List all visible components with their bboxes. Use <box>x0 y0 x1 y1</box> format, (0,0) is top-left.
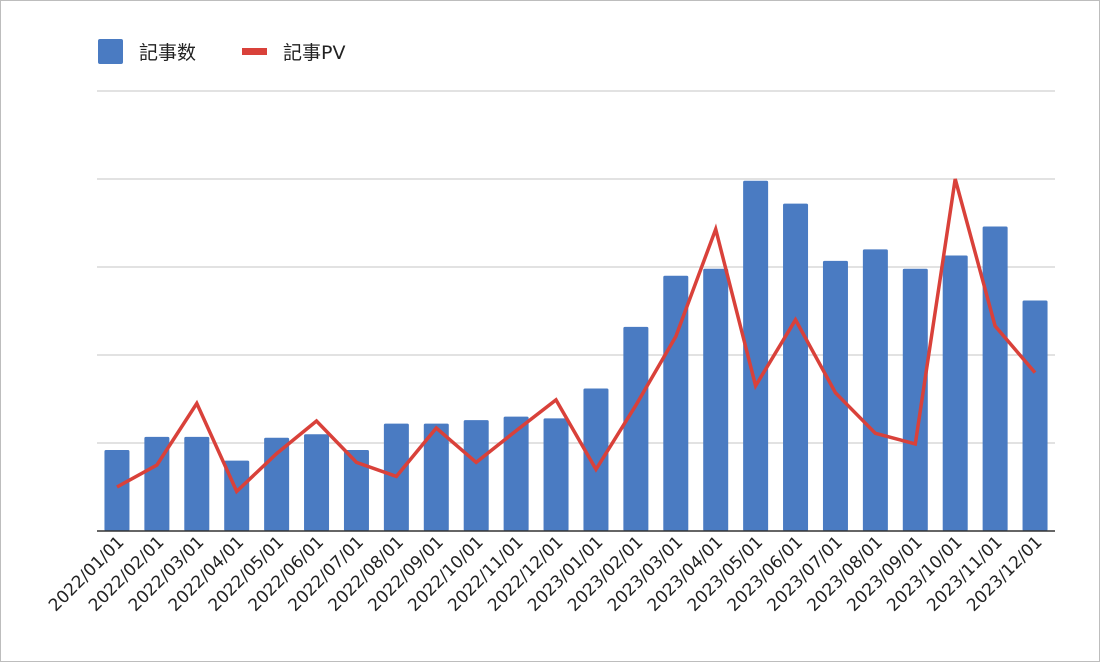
bar <box>863 249 888 531</box>
bar <box>983 227 1008 531</box>
bar <box>304 434 329 531</box>
legend-label-bar: 記事数 <box>139 42 196 64</box>
legend-label-line: 記事PV <box>283 42 345 64</box>
bar <box>464 420 489 531</box>
bar <box>504 417 529 531</box>
x-tick-labels: 2022/01/012022/02/012022/03/012022/04/01… <box>45 532 1047 615</box>
bar <box>943 256 968 531</box>
bar <box>544 418 569 531</box>
bar <box>583 388 608 531</box>
bar <box>623 327 648 531</box>
bar <box>184 437 209 531</box>
bar <box>1023 300 1048 531</box>
bar <box>783 204 808 531</box>
bar <box>903 269 928 531</box>
legend-swatch-bar <box>98 39 123 64</box>
bar <box>703 269 728 531</box>
line-series <box>117 179 1035 491</box>
bar <box>104 450 129 531</box>
legend-swatch-line <box>242 48 267 55</box>
line-series-path <box>117 179 1035 491</box>
bar-series <box>104 181 1047 531</box>
bar <box>823 261 848 531</box>
legend: 記事数 記事PV <box>98 39 345 64</box>
